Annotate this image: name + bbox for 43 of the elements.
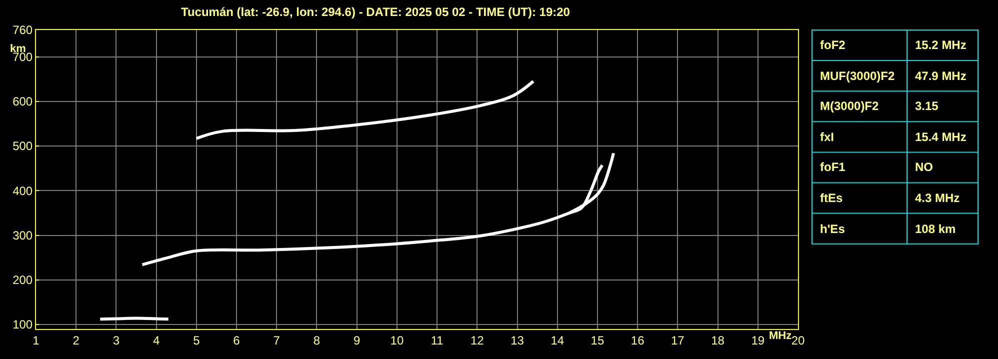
x-tick-label: 20: [791, 333, 805, 348]
text: 47.9 MHz: [915, 69, 966, 83]
y-tick-label: 200: [12, 273, 33, 288]
y-tick-label: 500: [12, 139, 33, 154]
x-tick-label: 3: [112, 333, 120, 348]
text: NO: [915, 160, 933, 174]
x-tick-label: 10: [390, 333, 404, 348]
y-tick-label: 600: [12, 94, 33, 109]
chart-title: Tucumán (lat: -26.9, lon: 294.6) - DATE: 2025 05 02 - TIME (UT): 19:20: [181, 5, 570, 19]
x-tick-label: 16: [630, 333, 645, 348]
x-tick-label: 5: [193, 333, 200, 348]
x-tick-label: 12: [470, 333, 484, 348]
y-tick-label: 400: [12, 184, 33, 198]
text: MUF(3000)F2: [820, 69, 896, 83]
x-tick-label: 14: [550, 333, 564, 348]
x-tick-label: 7: [273, 333, 280, 348]
x-tick-label: 2: [72, 333, 80, 348]
x-tick-label: 18: [711, 333, 725, 348]
text: h'Es: [820, 222, 846, 236]
x-tick-label: 19: [751, 333, 765, 348]
x-tick-label: 6: [233, 333, 240, 348]
text: M(3000)F2: [820, 99, 880, 113]
text: foF1: [820, 160, 846, 174]
text: 15.2 MHz: [915, 38, 966, 52]
text: 4.3 MHz: [915, 191, 960, 205]
x-tick-label: 15: [590, 333, 604, 348]
x-tick-label: 4: [152, 333, 160, 348]
y-tick-label: 760: [12, 23, 33, 38]
text: 15.4 MHz: [915, 130, 966, 144]
y-tick-label: 100: [12, 318, 33, 332]
y-tick-label: 300: [12, 228, 33, 242]
x-tick-label: 1: [32, 333, 40, 348]
x-tick-label: 11: [430, 333, 444, 348]
x-tick-label: 8: [313, 333, 320, 348]
x-tick-label: 13: [510, 333, 524, 348]
x-axis-title: MHz: [769, 330, 792, 342]
text: 3.15: [915, 99, 939, 113]
text: foF2: [820, 38, 846, 52]
text: fxI: [820, 130, 834, 144]
x-tick-label: 9: [353, 333, 360, 348]
x-tick-label: 17: [671, 333, 685, 348]
text: 108 km: [915, 222, 956, 236]
text: ftEs: [820, 191, 843, 205]
